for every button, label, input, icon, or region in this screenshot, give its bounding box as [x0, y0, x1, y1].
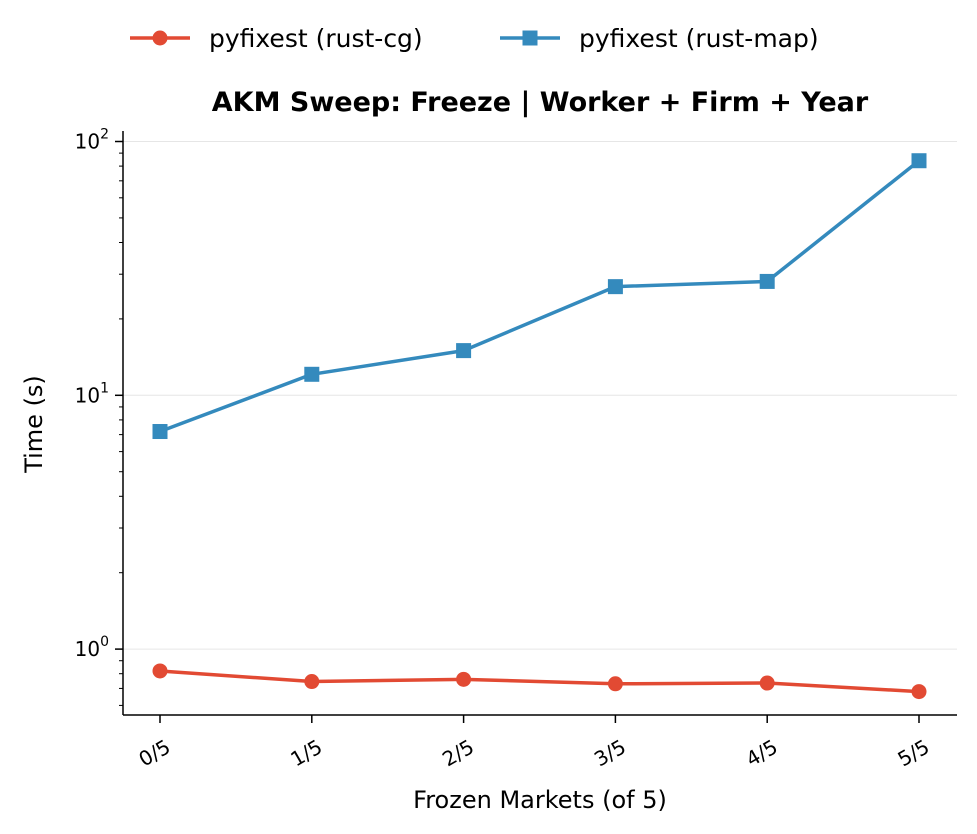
y-axis-label: Time (s): [20, 375, 48, 474]
series-2: [152, 153, 927, 440]
legend-label: pyfixest (rust-cg): [209, 24, 423, 53]
x-tick-label: 1/5: [286, 734, 326, 771]
x-tick-label: 3/5: [590, 734, 630, 771]
series-1: [152, 663, 927, 700]
series-line: [159, 159, 921, 434]
legend-item: pyfixest (rust-map): [500, 24, 819, 53]
series-line: [159, 669, 920, 694]
x-tick-label: 4/5: [742, 734, 782, 771]
data-point: [759, 675, 775, 691]
y-tick-label: 101: [75, 380, 109, 407]
data-point: [759, 273, 775, 289]
data-point: [152, 424, 168, 440]
grid: [123, 141, 957, 650]
series-layer: [152, 153, 927, 700]
data-point: [304, 366, 320, 382]
legend-marker: [522, 30, 538, 46]
data-point: [456, 343, 472, 359]
data-point: [911, 153, 927, 169]
x-tick-label: 5/5: [894, 734, 934, 771]
legend-item: pyfixest (rust-cg): [130, 24, 423, 53]
x-tick-label: 2/5: [438, 734, 478, 771]
x-tick-label: 0/5: [135, 734, 175, 771]
legend: pyfixest (rust-cg) pyfixest (rust-map): [130, 24, 819, 53]
data-point: [911, 684, 927, 700]
data-point: [607, 676, 623, 692]
y-tick-label: 100: [75, 634, 109, 661]
legend-marker: [152, 30, 168, 46]
data-point: [152, 663, 168, 679]
data-point: [607, 279, 623, 295]
y-tick-label: 102: [75, 127, 109, 154]
legend-label: pyfixest (rust-map): [579, 24, 819, 53]
chart-title: AKM Sweep: Freeze | Worker + Firm + Year: [212, 87, 869, 118]
data-point: [304, 674, 320, 690]
x-axis-label: Frozen Markets (of 5): [413, 786, 667, 814]
data-point: [456, 671, 472, 687]
